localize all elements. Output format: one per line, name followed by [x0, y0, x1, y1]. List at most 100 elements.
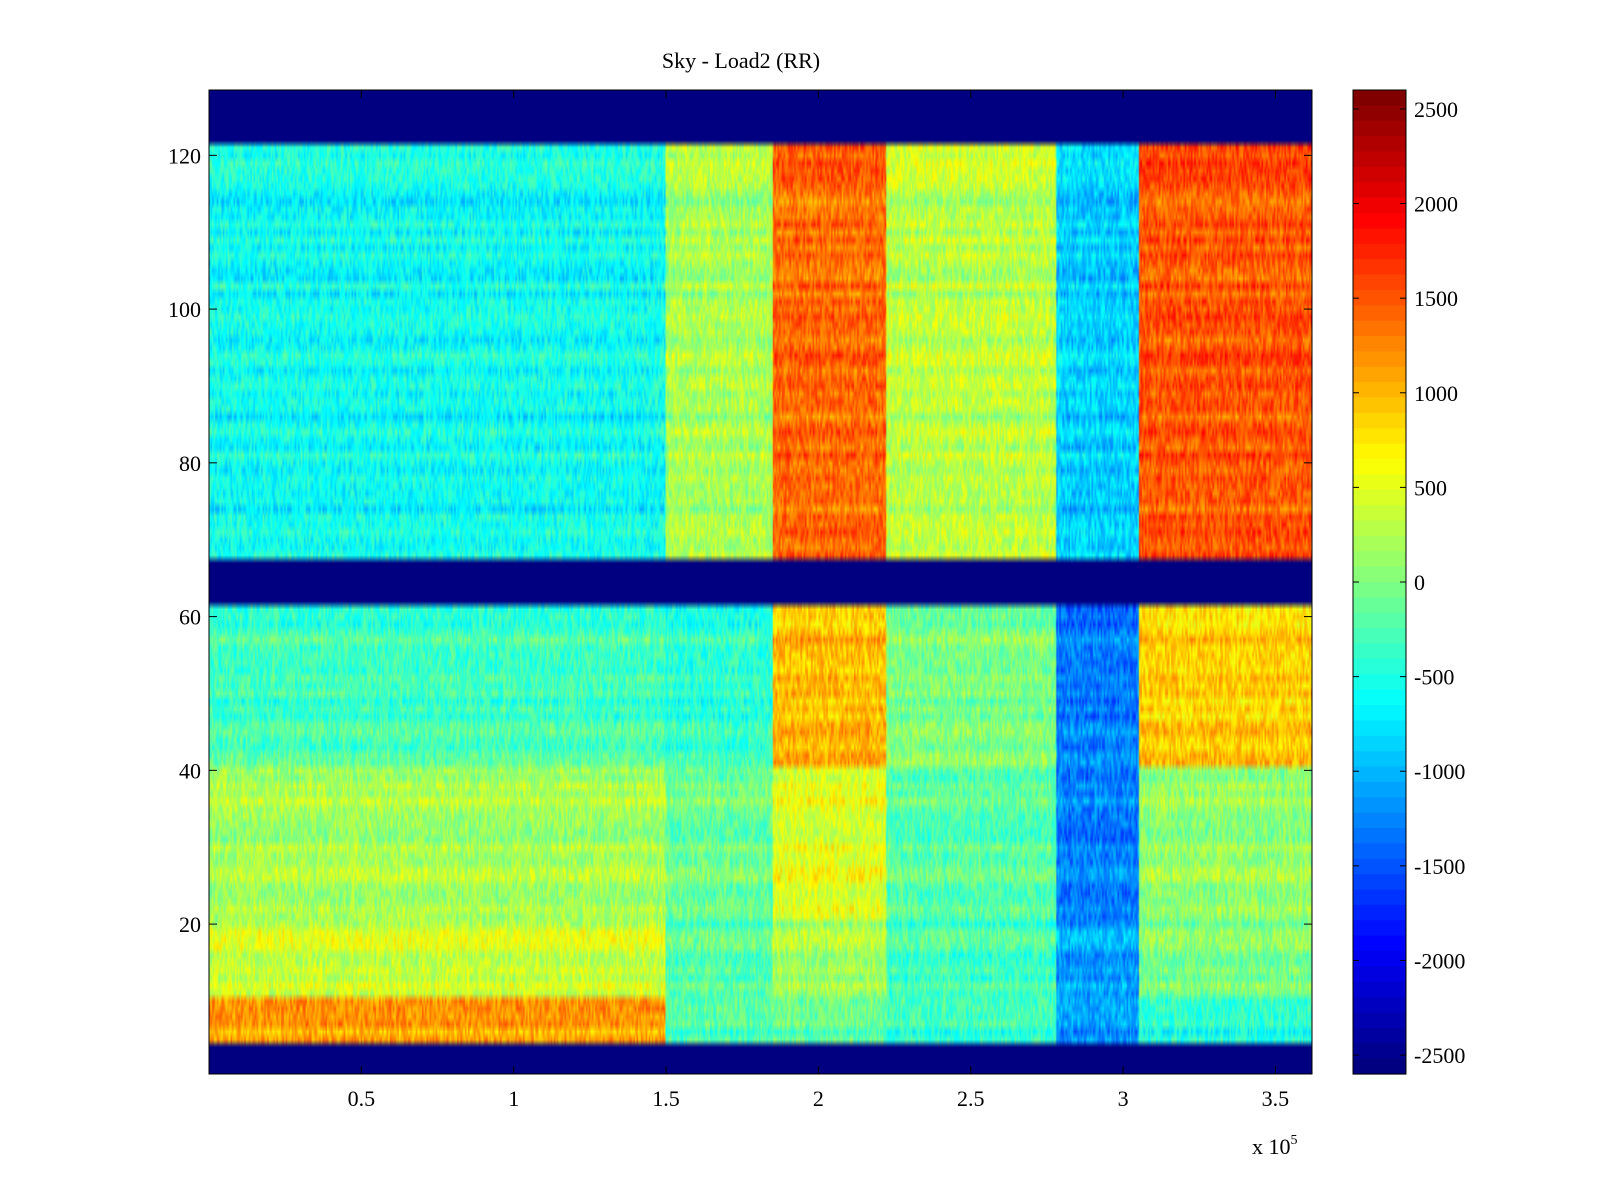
colorbar-band [1353, 935, 1406, 952]
x-multiplier-exponent: 5 [1291, 1133, 1298, 1148]
colorbar-band [1353, 428, 1406, 445]
colorbar-band [1353, 1058, 1406, 1075]
colorbar-band [1353, 566, 1406, 583]
colorbar-band [1353, 981, 1406, 998]
colorbar-band [1353, 812, 1406, 829]
colorbar-band [1353, 243, 1406, 260]
x-tick-label: 3 [1118, 1086, 1129, 1111]
colorbar-band [1353, 151, 1406, 168]
colorbar-band [1353, 904, 1406, 921]
colorbar-band [1353, 289, 1406, 306]
colorbar-band [1353, 582, 1406, 598]
colorbar-band [1353, 90, 1406, 106]
colorbar-ticks: 2500 2000 1500 1000 500 0 -500 -1000 -1500 -2000 -… [1353, 97, 1465, 1068]
colorbar-band [1353, 597, 1406, 614]
colorbar-band [1353, 489, 1406, 506]
colorbar-band [1353, 259, 1406, 276]
colorbar-band [1353, 1043, 1406, 1060]
colorbar-band [1353, 443, 1406, 460]
colorbar-band [1353, 858, 1406, 875]
colorbar-band [1353, 551, 1406, 568]
colorbar-band [1353, 874, 1406, 891]
colorbar-band [1353, 197, 1406, 214]
colorbar-band [1353, 1027, 1406, 1044]
colorbar-tick-label: 500 [1414, 475, 1447, 500]
colorbar-band [1353, 166, 1406, 183]
colorbar: 2500 2000 1500 1000 500 0 -500 -1000 -1500 -2000 -… [1352, 89, 1465, 1075]
colorbar-band [1353, 520, 1406, 537]
x-tick-label: 2.5 [957, 1086, 985, 1111]
colorbar-band [1353, 459, 1406, 475]
colorbar-band [1353, 628, 1406, 645]
y-tick-label: 100 [168, 297, 201, 322]
colorbar-tick-label: -1000 [1414, 759, 1465, 784]
colorbar-band [1353, 643, 1406, 660]
y-tick-label: 20 [179, 912, 201, 937]
y-tick-label: 60 [179, 605, 201, 630]
colorbar-band [1353, 182, 1406, 199]
colorbar-band [1353, 720, 1406, 737]
x-axis-multiplier: x 105 [1252, 1133, 1298, 1159]
colorbar-band [1353, 797, 1406, 814]
colorbar-band [1353, 828, 1406, 844]
x-multiplier-base: x 10 [1252, 1134, 1291, 1159]
colorbar-band [1353, 674, 1406, 691]
colorbar-band [1353, 951, 1406, 967]
colorbar-tick-label: 1500 [1414, 286, 1458, 311]
heatmap-image [209, 90, 1312, 1074]
colorbar-band [1353, 120, 1406, 137]
colorbar-band [1353, 751, 1406, 768]
plot-area [208, 89, 1313, 1075]
x-tick-label: 0.5 [348, 1086, 376, 1111]
colorbar-band [1353, 843, 1406, 860]
colorbar-band [1353, 889, 1406, 906]
colorbar-tick-label: 2500 [1414, 97, 1458, 122]
colorbar-band [1353, 274, 1406, 291]
x-tick-label: 1 [508, 1086, 519, 1111]
colorbar-band [1353, 397, 1406, 414]
y-tick-label: 40 [179, 758, 201, 783]
colorbar-band [1353, 228, 1406, 245]
colorbar-band [1353, 382, 1406, 399]
x-axis: 0.5 1 1.5 2 2.5 3 3.5 [348, 90, 1290, 1111]
colorbar-tick-label: -1500 [1414, 854, 1465, 879]
colorbar-band [1353, 766, 1406, 783]
colorbar-band [1353, 505, 1406, 522]
colorbar-band [1353, 735, 1406, 752]
plot-frame [208, 89, 1313, 1075]
colorbar-band [1353, 305, 1406, 322]
colorbar-band [1353, 336, 1406, 352]
colorbar-band [1353, 351, 1406, 368]
colorbar-gradient [1353, 90, 1406, 1075]
colorbar-band [1353, 781, 1406, 798]
colorbar-band [1353, 658, 1406, 675]
colorbar-band [1353, 320, 1406, 337]
x-tick-label: 1.5 [652, 1086, 680, 1111]
colorbar-tick-label: -2500 [1414, 1043, 1465, 1068]
colorbar-tick-label: -2000 [1414, 948, 1465, 973]
colorbar-tick-label: 2000 [1414, 192, 1458, 217]
y-tick-label: 120 [168, 143, 201, 168]
colorbar-tick-label: -500 [1414, 665, 1454, 690]
chart-title: Sky - Load2 (RR) [662, 48, 820, 73]
colorbar-band [1353, 213, 1406, 229]
colorbar-band [1353, 612, 1406, 629]
x-tick-label: 3.5 [1262, 1086, 1290, 1111]
colorbar-band [1353, 366, 1406, 383]
colorbar-band [1353, 920, 1406, 937]
colorbar-tick-label: 0 [1414, 570, 1425, 595]
colorbar-band [1353, 412, 1406, 429]
y-tick-label: 80 [179, 451, 201, 476]
colorbar-band [1353, 105, 1406, 122]
colorbar-band [1353, 136, 1406, 153]
colorbar-band [1353, 966, 1406, 983]
y-axis: 20 40 60 80 100 120 [168, 143, 1312, 937]
colorbar-band [1353, 997, 1406, 1014]
colorbar-band [1353, 474, 1406, 491]
colorbar-tick-label: 1000 [1414, 381, 1458, 406]
colorbar-band [1353, 705, 1406, 721]
colorbar-band [1353, 1012, 1406, 1029]
colorbar-band [1353, 535, 1406, 552]
x-tick-label: 2 [813, 1086, 824, 1111]
